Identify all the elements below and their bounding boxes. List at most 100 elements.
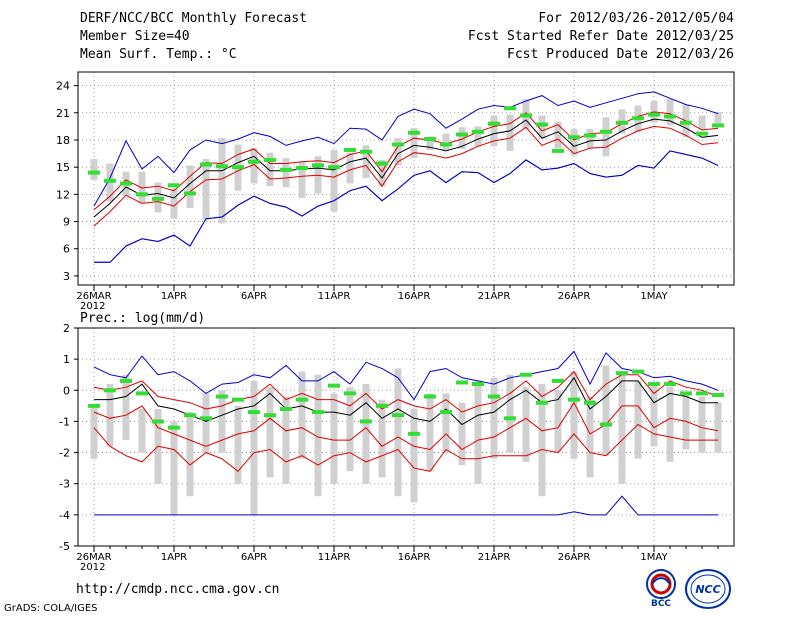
temp-climatology-mark — [136, 192, 148, 197]
prec-xtick-label: 1APR — [161, 552, 187, 563]
temp-box — [346, 152, 354, 184]
prec-ytick-label: 2 — [63, 322, 70, 335]
temp-climatology-mark — [184, 191, 196, 196]
temp-series-spread-lower — [93, 125, 719, 227]
prec-xtick-label: 16APR — [398, 552, 431, 563]
prec-climatology-mark — [456, 380, 468, 385]
temp-climatology-mark — [312, 163, 324, 168]
temp-climatology-mark — [600, 129, 612, 134]
temp-ytick-label: 6 — [63, 243, 70, 256]
prec-climatology-mark — [488, 394, 500, 399]
temp-series-upper-envelope — [93, 91, 719, 207]
forecast-period: For 2012/03/26-2012/05/04 — [538, 11, 734, 26]
prec-climatology-mark — [104, 388, 116, 393]
temp-box — [218, 138, 226, 224]
prec-frame — [77, 327, 735, 547]
prec-ytick-label: 0 — [63, 384, 70, 397]
prec-climatology-mark — [248, 410, 260, 415]
prec-box — [138, 408, 146, 453]
prec-ytick-label: -3 — [59, 478, 70, 491]
prec-box — [186, 412, 194, 497]
source-url[interactable]: http://cmdp.ncc.cma.gov.cn — [76, 582, 280, 597]
bcc-logo: BCC — [646, 569, 676, 608]
prec-climatology-mark — [296, 397, 308, 402]
prec-xtick-label: 26MAR — [76, 552, 111, 563]
prec-climatology-mark — [664, 382, 676, 387]
prec-box — [218, 390, 226, 453]
prec-climatology-mark — [424, 394, 436, 399]
prec-box — [330, 393, 338, 484]
temp-box — [394, 138, 402, 166]
temp-series-spread-upper — [93, 111, 719, 211]
prec-box — [474, 380, 482, 484]
temp-box — [586, 129, 594, 149]
prec-climatology-mark — [696, 391, 708, 396]
prec-climatology-mark — [600, 422, 612, 427]
temp-frame — [77, 71, 735, 286]
prec-climatology-mark — [648, 382, 660, 387]
prec-climatology-mark — [168, 425, 180, 430]
temp-xtick-label: 26APR — [558, 291, 591, 302]
temp-climatology-mark — [280, 167, 292, 172]
prec-climatology-mark — [328, 383, 340, 388]
temp-box — [490, 115, 498, 147]
prec-box — [410, 408, 418, 503]
prec-box — [394, 368, 402, 497]
prec-xtick-label: 1MAY — [640, 552, 668, 563]
temp-climatology-mark — [568, 135, 580, 140]
prec-box — [362, 384, 370, 484]
temp-climatology-mark — [328, 165, 340, 170]
prec-climatology-mark — [136, 391, 148, 396]
prec-ytick-label: -2 — [59, 447, 70, 460]
temp-climatology-mark — [536, 122, 548, 127]
prec-xtick-label: 21APR — [478, 552, 511, 563]
prec-climatology-mark — [568, 397, 580, 402]
temp-box — [698, 115, 706, 131]
prec-climatology-mark — [152, 419, 164, 424]
temp-climatology-mark — [296, 166, 308, 171]
temp-box — [554, 121, 562, 149]
prec-series-min — [94, 495, 718, 516]
prec-climatology-mark — [504, 416, 516, 421]
member-size: Member Size=40 — [80, 29, 190, 44]
temp-xtick-label: 1APR — [161, 291, 187, 302]
prec-box — [314, 374, 322, 497]
prec-box — [298, 371, 306, 459]
prec-series-spread-lower — [93, 401, 719, 451]
temp-climatology-mark — [152, 196, 164, 201]
prec-climatology-mark — [616, 371, 628, 376]
prec-series-mean — [94, 376, 718, 426]
temp-climatology-mark — [360, 149, 372, 154]
prec-box — [538, 384, 546, 497]
prec-climatology-mark — [440, 410, 452, 415]
temp-series-mean — [93, 118, 719, 218]
grads-credit: GrADS: COLA/IGES — [4, 603, 98, 614]
prec-box — [714, 402, 722, 453]
prec-series-lower-envelope — [93, 423, 718, 472]
temp-climatology-mark — [392, 142, 404, 147]
temp-xtick-label: 21APR — [478, 291, 511, 302]
prec-box — [554, 390, 562, 453]
prec-climatology-mark — [536, 400, 548, 405]
prec-ytick-label: -5 — [59, 540, 70, 553]
temp-ytick-label: 18 — [56, 134, 70, 147]
ncc-logo-text: NCC — [695, 583, 720, 596]
prec-climatology-mark — [408, 431, 420, 436]
temp-box — [458, 127, 466, 150]
temp-climatology-mark — [104, 178, 116, 183]
temp-climatology-mark — [168, 183, 180, 188]
prec-climatology-mark — [120, 378, 132, 383]
temp-climatology-mark — [488, 121, 500, 126]
prec-box — [650, 384, 658, 447]
temp-xtick-label: 6APR — [241, 291, 267, 302]
prec-climatology-mark — [216, 394, 228, 399]
temp-climatology-mark — [408, 130, 420, 135]
prec-climatology-mark — [360, 419, 372, 424]
prec-box — [202, 393, 210, 453]
temp-ytick-label: 21 — [56, 107, 70, 120]
temp-panel: 3 6 9 12 15 18 21 24 26MAR 1APR 6APR 11APR 16APR 21AP… — [56, 71, 735, 312]
temp-xtick-year: 2012 — [80, 301, 105, 312]
temp-box — [186, 165, 194, 208]
prec-xtick-label: 11APR — [318, 552, 351, 563]
prec-panel: -5 -4 -3 -2 -1 0 1 2 26MAR 1APR 6APR 11APR 16APR 21AP… — [59, 311, 735, 573]
